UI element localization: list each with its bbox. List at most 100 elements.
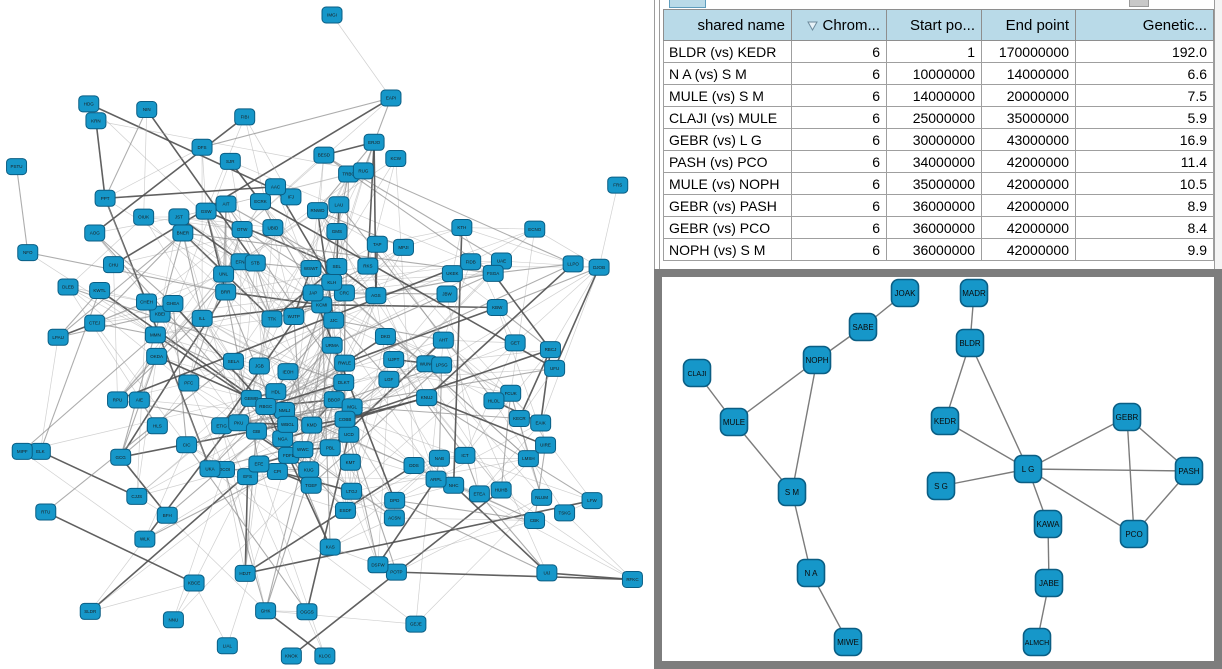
network-edge[interactable] [287,319,335,373]
network-node[interactable]: HLS [146,417,168,435]
network-edge[interactable] [443,339,548,574]
table-tab-remnant[interactable] [669,0,706,8]
network-node[interactable]: MPJI [392,238,414,256]
network-edge[interactable] [156,356,276,392]
network-edge[interactable] [94,232,184,324]
network-edge[interactable] [90,582,195,612]
cell-value[interactable]: 10.5 [1075,172,1214,195]
network-edge[interactable] [89,463,260,612]
network-node-bldr[interactable]: BLDR [955,328,985,358]
network-edge[interactable] [225,203,285,411]
network-node[interactable]: KMT [339,453,361,471]
table-row[interactable]: N A (vs) S M 6 10000000 14000000 6.6 [663,62,1214,85]
network-edge[interactable] [172,303,188,445]
cell-value[interactable]: 6 [791,238,887,261]
network-node-claji[interactable]: CLAJI [682,358,712,388]
cell-shared-name[interactable]: GEBR (vs) PCO [663,216,792,239]
network-edge[interactable] [443,339,516,344]
network-edge[interactable] [39,337,59,452]
network-edge[interactable] [426,363,542,498]
network-node[interactable]: KWTL [89,281,111,299]
network-node[interactable]: NNU [162,611,184,629]
network-node[interactable]: DJOB [588,258,610,276]
network-node-s-m[interactable]: S M [777,477,807,507]
network-edge[interactable] [343,382,454,486]
network-node[interactable]: RKS [357,257,379,275]
table-row[interactable]: BLDR (vs) KEDR 6 1 170000000 192.0 [663,40,1214,63]
network-edge-GEBR-PCO[interactable] [1126,416,1135,535]
network-edge[interactable] [89,538,146,612]
network-edge[interactable] [510,229,536,394]
network-edge[interactable] [45,511,195,584]
network-node[interactable]: ICT [454,446,476,464]
network-node[interactable]: CHU [102,256,124,274]
network-node-almch[interactable]: ALMCH [1022,627,1052,657]
cell-value[interactable]: 34000000 [886,150,982,173]
network-edge[interactable] [259,319,334,367]
network-edge[interactable] [209,468,417,625]
cell-value[interactable]: 36000000 [886,238,982,261]
network-edge[interactable] [104,146,203,199]
network-node[interactable]: PFC [178,374,200,392]
network-node[interactable]: KBCE [183,574,205,592]
network-edge[interactable] [329,447,346,511]
network-node[interactable]: STB [244,254,266,272]
network-edge[interactable] [396,571,633,581]
table-row[interactable]: CLAJI (vs) MULE 6 25000000 35000000 5.9 [663,106,1214,129]
network-node[interactable]: JGB [248,357,270,375]
network-node[interactable]: ECRK [250,193,272,211]
network-edge[interactable] [426,397,593,502]
network-node[interactable]: ILL [191,309,213,327]
detail-network-canvas[interactable]: JOAK SABE NOPH CLAJI MULE S M N A MIWE MADR BLDR K… [662,277,1214,661]
network-node-miwe[interactable]: MIWE [833,627,863,657]
cell-shared-name[interactable]: PASH (vs) PCO [663,150,792,173]
network-edge[interactable] [67,216,144,288]
network-node[interactable]: IFJ [280,188,302,206]
network-edge[interactable] [94,116,246,234]
network-node[interactable]: KLH [321,273,343,291]
network-edge[interactable] [464,349,551,456]
network-edge[interactable] [344,396,427,421]
network-edge-BLDR-L G[interactable] [969,342,1029,470]
network-node[interactable]: JBW [436,285,458,303]
cell-shared-name[interactable]: N A (vs) S M [663,62,792,85]
network-edge[interactable] [564,512,633,580]
network-edge[interactable] [265,406,331,548]
cell-value[interactable]: 14000000 [981,62,1076,85]
network-edge[interactable] [172,303,267,408]
network-node[interactable]: CIC [176,436,198,454]
network-node[interactable]: RBGC [255,398,277,416]
network-node[interactable]: FIDB [460,253,482,271]
network-edge[interactable] [58,313,161,338]
network-node[interactable]: COBB [334,410,356,428]
network-node[interactable]: RNWD [306,202,328,220]
network-node[interactable]: DLKT [333,374,355,392]
network-edge[interactable] [256,344,333,432]
network-edge[interactable] [394,499,535,521]
cell-shared-name[interactable]: MULE (vs) NOPH [663,172,792,195]
network-node[interactable]: CJJS [126,487,148,505]
network-node[interactable]: HLOL [483,392,505,410]
network-edge[interactable] [201,147,207,212]
cell-value[interactable]: 20000000 [981,84,1076,107]
network-edge-L G-PASH[interactable] [1027,468,1190,472]
filter-funnel-icon[interactable] [807,21,819,31]
network-edge[interactable] [104,109,148,199]
network-node-s-g[interactable]: S G [926,471,956,501]
network-node[interactable]: UKEK [441,265,463,283]
network-node[interactable]: MIPF [11,442,33,460]
network-edge[interactable] [493,263,574,274]
network-node[interactable]: OIUK [133,208,155,226]
network-node[interactable]: GCG [110,448,132,466]
network-edge[interactable] [461,227,574,265]
network-edge[interactable] [426,396,546,446]
network-node[interactable]: DLEB [57,278,79,296]
cell-value[interactable]: 6 [791,84,887,107]
network-edge[interactable] [310,364,443,486]
network-node-kawa[interactable]: KAWA [1033,509,1063,539]
network-edge[interactable] [344,348,551,420]
cell-value[interactable]: 8.9 [1075,194,1214,217]
network-node[interactable]: JAP [302,284,324,302]
network-node[interactable]: BESD [313,146,335,164]
network-edge-NOPH-MULE[interactable] [733,359,818,423]
